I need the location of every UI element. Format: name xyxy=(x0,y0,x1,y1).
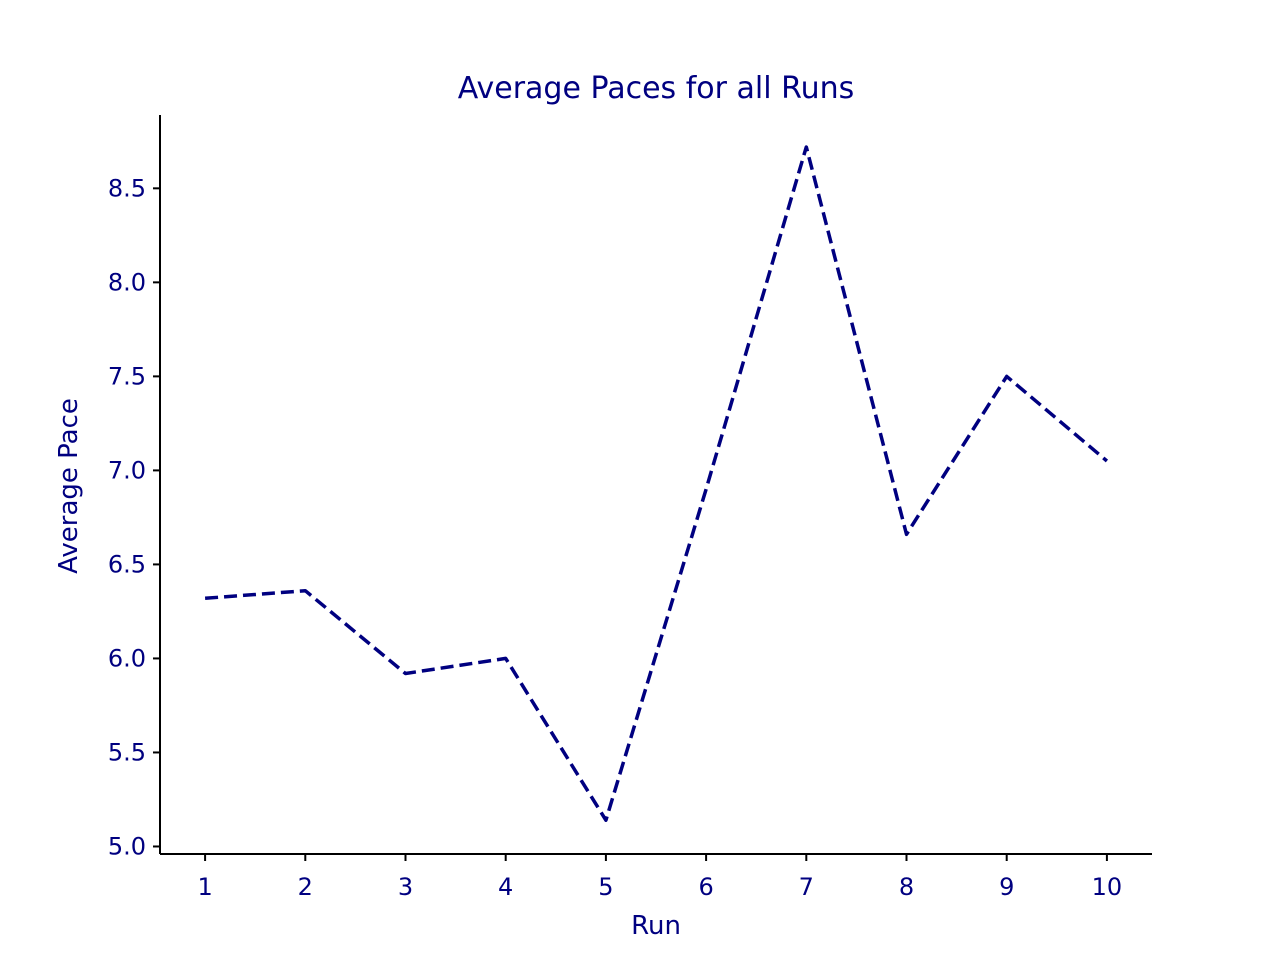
x-axis-label: Run xyxy=(631,911,681,941)
chart-title: Average Paces for all Runs xyxy=(458,71,855,106)
y-tick-label: 7.0 xyxy=(108,456,146,484)
x-tick-label: 4 xyxy=(498,873,513,901)
x-tick-label: 6 xyxy=(698,873,713,901)
x-tick-label: 8 xyxy=(899,873,914,901)
x-axis-ticks: 1 2 3 4 5 6 7 8 9 10 xyxy=(197,854,1122,901)
x-tick-label: 10 xyxy=(1092,873,1123,901)
y-tick-label: 5.5 xyxy=(108,738,146,766)
x-tick-label: 7 xyxy=(799,873,814,901)
x-tick-label: 3 xyxy=(398,873,413,901)
y-tick-label: 7.5 xyxy=(108,362,146,390)
x-tick-label: 1 xyxy=(197,873,212,901)
y-tick-label: 8.0 xyxy=(108,268,146,296)
series-layer xyxy=(204,145,1109,822)
y-tick-label: 5.0 xyxy=(108,832,146,860)
y-tick-label: 6.0 xyxy=(108,644,146,672)
y-axis-ticks: 5.0 5.5 6.0 6.5 7.0 7.5 8.0 8.5 xyxy=(108,174,160,860)
y-axis-label: Average Pace xyxy=(54,398,84,574)
x-tick-label: 5 xyxy=(598,873,613,901)
y-tick-label: 8.5 xyxy=(108,174,146,202)
y-tick-label: 6.5 xyxy=(108,550,146,578)
x-tick-label: 2 xyxy=(298,873,313,901)
x-tick-label: 9 xyxy=(999,873,1014,901)
series-line xyxy=(204,145,1109,822)
